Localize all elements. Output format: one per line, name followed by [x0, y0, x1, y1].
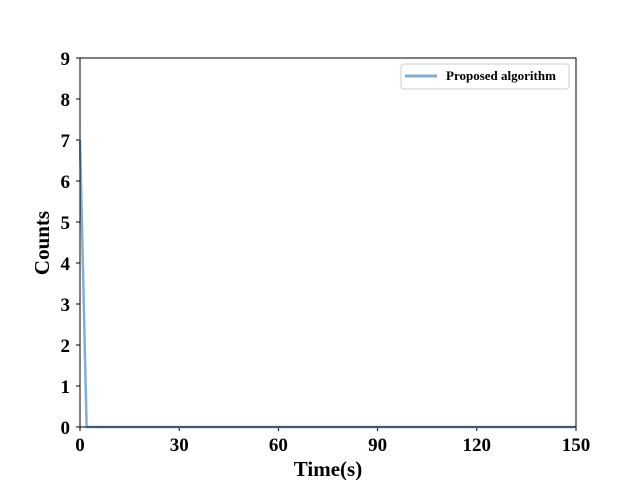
y-tick-label: 3 [61, 295, 71, 316]
legend: Proposed algorithm [400, 63, 570, 90]
legend-label: Proposed algorithm [446, 68, 556, 83]
x-tick-label: 0 [75, 435, 85, 456]
x-tick-label: 90 [368, 435, 387, 456]
y-tick-label: 8 [61, 90, 71, 111]
y-axis-title: Counts [30, 211, 54, 275]
ticks-layer: 0 30 60 90 120 150 0 1 2 3 4 5 6 7 8 9 [61, 49, 591, 456]
y-tick-label: 7 [61, 131, 71, 152]
y-tick-label: 6 [61, 172, 71, 193]
series-line [78, 139, 576, 429]
legend-box [400, 63, 570, 90]
x-tick-label: 30 [170, 435, 189, 456]
x-tick-label: 150 [562, 435, 591, 456]
y-tick-label: 4 [61, 254, 71, 275]
y-tick-label: 9 [61, 49, 71, 70]
x-axis-title: Time(s) [294, 457, 362, 480]
x-tick-label: 60 [269, 435, 288, 456]
x-tick-label: 120 [463, 435, 492, 456]
y-tick-label: 5 [61, 213, 71, 234]
series-layer [78, 139, 576, 429]
y-tick-label: 0 [61, 418, 71, 439]
plot-frame [79, 57, 577, 428]
y-tick-label: 1 [61, 377, 71, 398]
y-tick-label: 2 [61, 336, 71, 357]
